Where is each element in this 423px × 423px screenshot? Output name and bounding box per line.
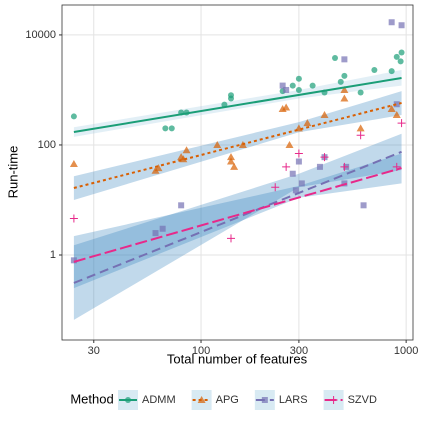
point	[337, 78, 344, 85]
point	[69, 160, 78, 168]
point	[182, 146, 191, 154]
point	[393, 101, 400, 108]
point	[282, 162, 291, 171]
point	[392, 162, 401, 171]
point	[356, 131, 365, 140]
plot-panel	[62, 5, 413, 340]
point	[226, 153, 235, 161]
point	[70, 257, 77, 264]
point	[226, 234, 235, 243]
plot-layer	[62, 5, 413, 340]
point	[282, 103, 291, 111]
point	[159, 225, 166, 232]
legend-label: APG	[216, 394, 239, 406]
point	[227, 92, 234, 99]
point	[295, 75, 302, 82]
point	[213, 140, 222, 148]
point	[178, 202, 185, 209]
point	[303, 119, 312, 127]
y-axis-title: Run-time	[5, 146, 20, 199]
point	[197, 396, 206, 403]
point	[388, 19, 395, 26]
point	[289, 170, 296, 177]
x-tick-label: 300	[290, 345, 308, 357]
point	[70, 113, 77, 120]
point	[397, 119, 406, 128]
point	[226, 157, 235, 165]
point	[371, 67, 378, 74]
point	[397, 58, 404, 65]
point	[295, 158, 302, 165]
x-tick-label: 100	[192, 345, 210, 357]
legend-label: LARS	[279, 394, 308, 406]
point	[154, 164, 163, 172]
x-tick-label: 1000	[394, 345, 418, 357]
point	[357, 89, 364, 96]
point	[168, 125, 175, 132]
point	[398, 22, 405, 29]
confidence-band	[73, 133, 402, 320]
confidence-band	[73, 153, 402, 289]
point	[356, 124, 365, 132]
legend-label: SZVD	[348, 394, 377, 406]
x-tick-label: 30	[88, 345, 100, 357]
point	[341, 72, 348, 79]
x-axis-title: Total number of features	[167, 351, 308, 366]
point	[298, 180, 305, 187]
point	[340, 162, 349, 171]
point	[393, 53, 400, 60]
fit-line	[73, 167, 402, 263]
legend-label: ADMM	[142, 394, 176, 406]
point	[162, 125, 169, 132]
point	[230, 162, 239, 170]
fit-line	[73, 76, 402, 133]
point	[289, 82, 296, 89]
point	[309, 82, 316, 89]
point	[388, 68, 395, 75]
point	[261, 397, 268, 403]
point	[285, 140, 294, 148]
point	[271, 183, 280, 192]
point	[316, 163, 323, 170]
point	[360, 202, 367, 209]
point	[387, 105, 396, 113]
point	[332, 55, 339, 62]
point	[125, 397, 131, 403]
point	[279, 82, 286, 89]
point	[295, 86, 302, 93]
y-tick-label: 10000	[25, 29, 56, 41]
point	[340, 85, 349, 93]
point	[340, 94, 349, 102]
point	[392, 111, 401, 119]
point	[152, 230, 159, 237]
point	[329, 396, 338, 404]
point	[398, 49, 405, 56]
legend-title: Method	[70, 391, 113, 406]
point	[341, 56, 348, 63]
point	[292, 187, 299, 194]
fit-line	[73, 150, 402, 284]
confidence-band	[73, 70, 402, 137]
y-tick-label: 1	[50, 249, 56, 261]
y-tick-label: 100	[38, 139, 56, 151]
fit-line	[73, 101, 402, 189]
point	[69, 214, 78, 223]
point	[283, 86, 290, 93]
plot-border	[61, 4, 414, 341]
point	[294, 149, 303, 158]
point	[320, 111, 329, 119]
point	[320, 153, 329, 162]
